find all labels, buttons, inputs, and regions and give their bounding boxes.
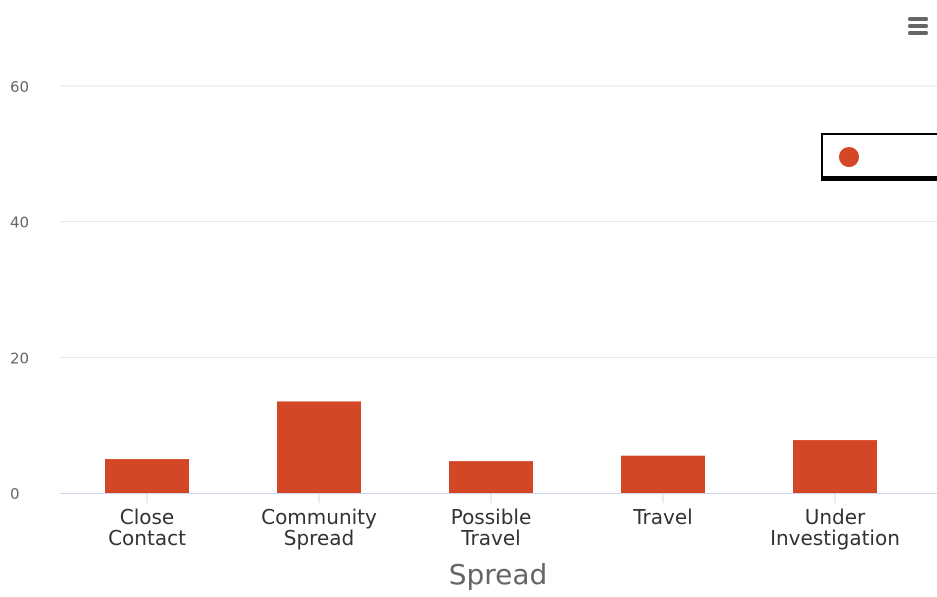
- x-category-label-line: Travel: [632, 505, 692, 529]
- x-category-label: Possible Travel: [451, 505, 532, 550]
- x-category-label-line: Community: [261, 505, 377, 529]
- bar[interactable]: [621, 455, 705, 493]
- x-category-label: Travel: [632, 505, 692, 529]
- legend-item[interactable]: [823, 135, 937, 176]
- legend-symbol: [839, 147, 859, 167]
- x-category-label-line: Travel: [460, 526, 520, 550]
- x-category-label-line: Close: [120, 505, 174, 529]
- x-category-label: Community Spread: [261, 505, 377, 550]
- bar[interactable]: [105, 459, 189, 493]
- x-category-label-line: Investigation: [770, 526, 900, 550]
- chart-legend: [821, 133, 937, 178]
- chart-menu-button[interactable]: [900, 12, 936, 42]
- bar[interactable]: [793, 440, 877, 493]
- y-tick-label: 40: [10, 214, 29, 232]
- bar[interactable]: [277, 401, 361, 493]
- x-category-label-line: Under: [805, 505, 866, 529]
- x-category-label-line: Spread: [284, 526, 354, 550]
- y-tick-label: 0: [10, 485, 20, 503]
- y-tick-label: 20: [10, 349, 29, 367]
- x-category-label-line: Possible: [451, 505, 532, 529]
- x-category-label: Under Investigation: [770, 505, 900, 550]
- bar[interactable]: [449, 461, 533, 493]
- x-category-label: Close Contact: [108, 505, 186, 550]
- x-category-label-line: Contact: [108, 526, 186, 550]
- y-tick-label: 60: [10, 78, 29, 96]
- x-axis-title: Spread: [449, 558, 548, 591]
